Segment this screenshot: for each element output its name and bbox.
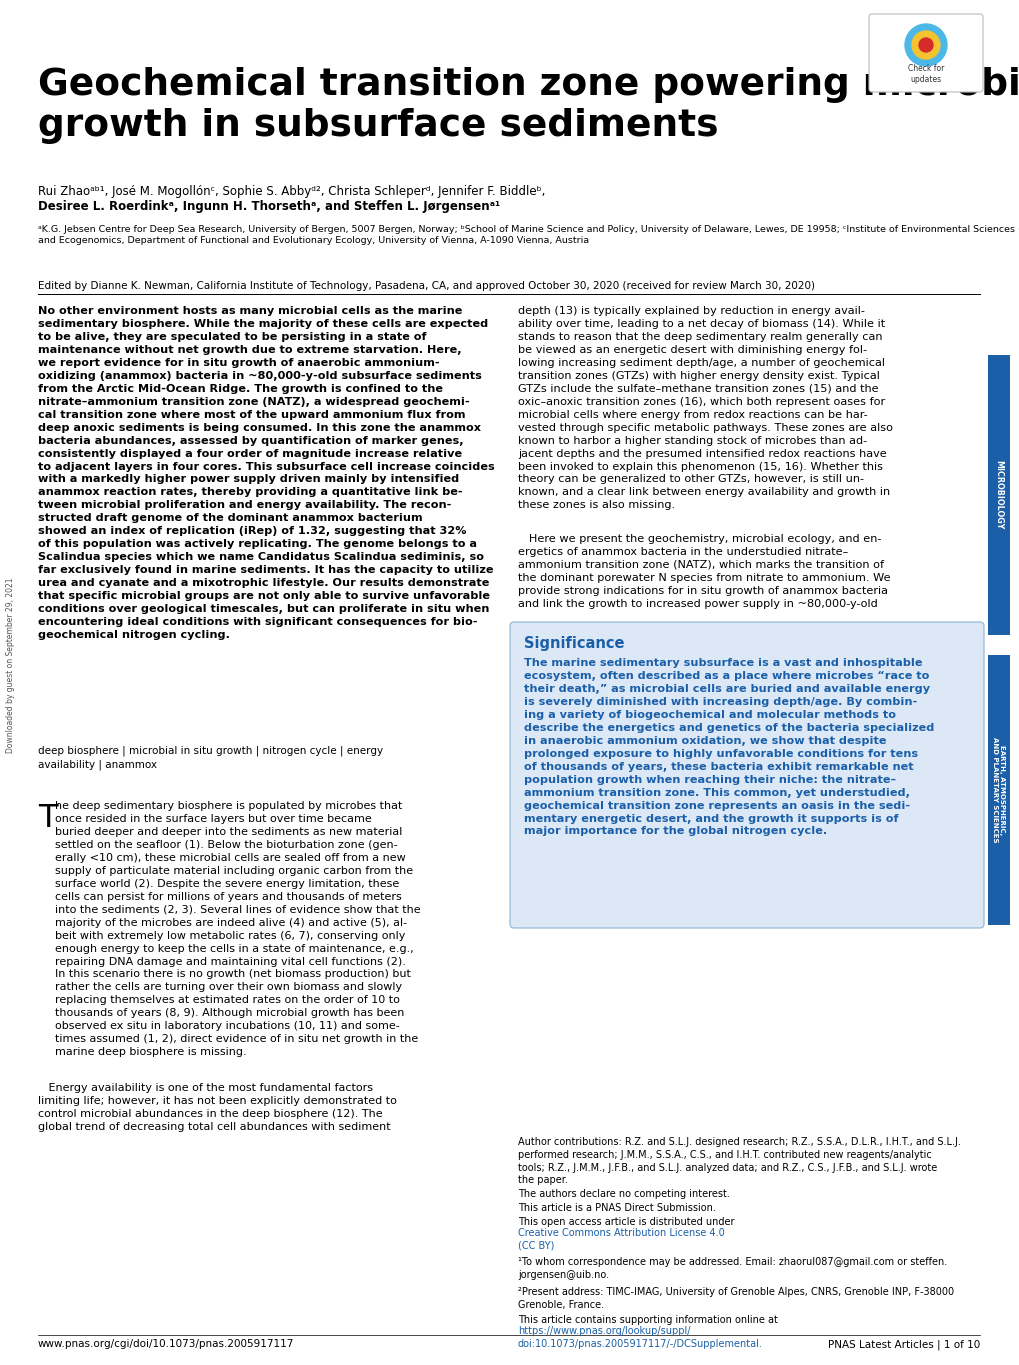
Text: Edited by Dianne K. Newman, California Institute of Technology, Pasadena, CA, an: Edited by Dianne K. Newman, California I… bbox=[38, 281, 814, 291]
Text: Downloaded by guest on September 29, 2021: Downloaded by guest on September 29, 202… bbox=[6, 577, 15, 752]
Text: Check for
updates: Check for updates bbox=[907, 64, 944, 85]
Text: https://www.pnas.org/lookup/suppl/
doi:10.1073/pnas.2005917117/-/DCSupplemental.: https://www.pnas.org/lookup/suppl/ doi:1… bbox=[518, 1325, 762, 1349]
Text: Creative Commons Attribution License 4.0
(CC BY): Creative Commons Attribution License 4.0… bbox=[518, 1228, 725, 1250]
Bar bbox=[987, 355, 1009, 635]
Bar bbox=[987, 655, 1009, 925]
Text: This open access article is distributed under: This open access article is distributed … bbox=[518, 1218, 737, 1227]
Text: The marine sedimentary subsurface is a vast and inhospitable
ecosystem, often de: The marine sedimentary subsurface is a v… bbox=[524, 658, 933, 837]
Text: No other environment hosts as many microbial cells as the marine
sedimentary bio: No other environment hosts as many micro… bbox=[38, 306, 494, 640]
Text: Desiree L. Roerdinkᵃ, Ingunn H. Thorsethᵃ, and Steffen L. Jørgensenᵃ¹: Desiree L. Roerdinkᵃ, Ingunn H. Thorseth… bbox=[38, 201, 499, 213]
Text: Here we present the geochemistry, microbial ecology, and en-
ergetics of anammox: Here we present the geochemistry, microb… bbox=[518, 534, 890, 609]
Text: he deep sedimentary biosphere is populated by microbes that
once resided in the : he deep sedimentary biosphere is populat… bbox=[55, 801, 420, 1058]
Text: depth (13) is typically explained by reduction in energy avail-
ability over tim: depth (13) is typically explained by red… bbox=[518, 306, 892, 511]
Text: MICROBIOLOGY: MICROBIOLOGY bbox=[994, 460, 1003, 530]
Text: This article contains supporting information online at: This article contains supporting informa… bbox=[518, 1314, 781, 1325]
Circle shape bbox=[918, 38, 932, 52]
Text: Geochemical transition zone powering microbial
growth in subsurface sediments: Geochemical transition zone powering mic… bbox=[38, 67, 1019, 145]
Text: ¹To whom correspondence may be addressed. Email: zhaoruI087@gmail.com or steffen: ¹To whom correspondence may be addressed… bbox=[518, 1257, 947, 1280]
Circle shape bbox=[911, 31, 940, 59]
Circle shape bbox=[904, 25, 946, 66]
FancyBboxPatch shape bbox=[510, 622, 983, 928]
Text: ²Present address: TIMC-IMAG, University of Grenoble Alpes, CNRS, Grenoble INP, F: ²Present address: TIMC-IMAG, University … bbox=[518, 1287, 953, 1310]
Text: Significance: Significance bbox=[524, 636, 624, 651]
Text: ᵃK.G. Jebsen Centre for Deep Sea Research, University of Bergen, 5007 Bergen, No: ᵃK.G. Jebsen Centre for Deep Sea Researc… bbox=[38, 225, 1019, 246]
Text: The authors declare no competing interest.: The authors declare no competing interes… bbox=[518, 1189, 730, 1198]
Text: www.pnas.org/cgi/doi/10.1073/pnas.2005917117: www.pnas.org/cgi/doi/10.1073/pnas.200591… bbox=[38, 1339, 294, 1349]
FancyBboxPatch shape bbox=[868, 14, 982, 91]
Text: deep biosphere | microbial in situ growth | nitrogen cycle | energy
availability: deep biosphere | microbial in situ growt… bbox=[38, 747, 383, 770]
Text: EARTH, ATMOSPHERIC,
AND PLANETARY SCIENCES: EARTH, ATMOSPHERIC, AND PLANETARY SCIENC… bbox=[991, 737, 1005, 842]
Text: Author contributions: R.Z. and S.L.J. designed research; R.Z., S.S.A., D.L.R., I: Author contributions: R.Z. and S.L.J. de… bbox=[518, 1137, 960, 1185]
Text: PNAS Latest Articles | 1 of 10: PNAS Latest Articles | 1 of 10 bbox=[827, 1339, 979, 1350]
Text: Rui Zhaoᵃᵇ¹, José M. Mogollónᶜ, Sophie S. Abbyᵈ², Christa Schleperᵈ, Jennifer F.: Rui Zhaoᵃᵇ¹, José M. Mogollónᶜ, Sophie S… bbox=[38, 186, 545, 198]
Text: T: T bbox=[38, 803, 57, 834]
Text: Energy availability is one of the most fundamental factors
limiting life; howeve: Energy availability is one of the most f… bbox=[38, 1082, 396, 1132]
Text: This article is a PNAS Direct Submission.: This article is a PNAS Direct Submission… bbox=[518, 1203, 715, 1213]
